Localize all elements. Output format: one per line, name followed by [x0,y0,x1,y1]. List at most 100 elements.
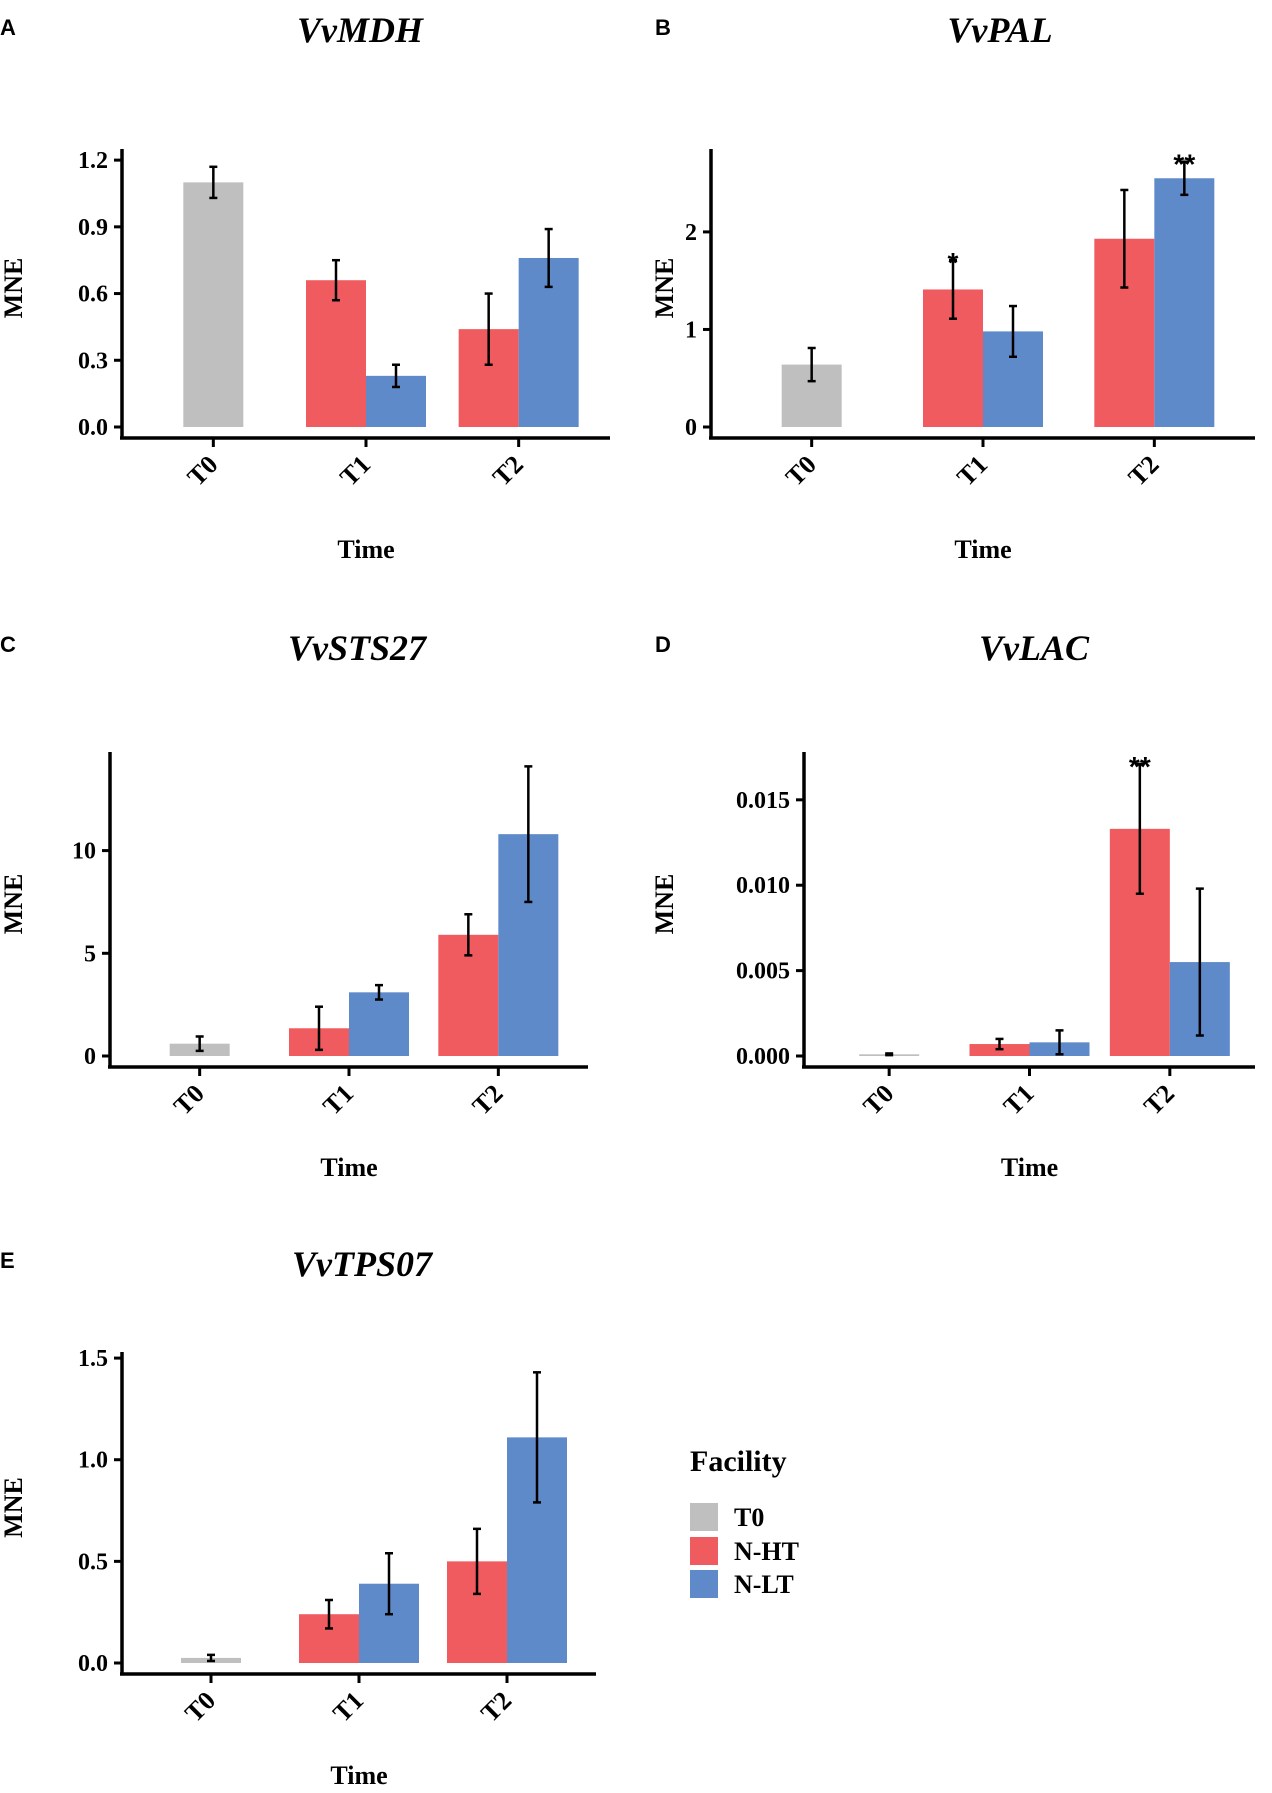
y-tick-label-d-1: 0.005 [736,959,790,985]
panel-e: E VvTPS07 0.0 0.5 1.0 1.5 T0 T1 T2 Time MNE [0,1244,596,1790]
y-tick-label-a-0: 0.0 [78,415,108,441]
x-tick-label-d-t0: T0 [857,1079,899,1121]
x-tick-label-c-t0: T0 [168,1079,210,1121]
error-bar-a-t2-n-lt [544,227,553,289]
panel-letter-d: D [655,632,671,657]
x-tick-label-a-t1: T1 [334,450,376,492]
significance-d-t2-n-ht: ** [1129,751,1151,782]
y-tick-label-e-2: 1.0 [78,1448,108,1474]
error-bar-b-t0-t0 [807,346,816,383]
bar-a-t0-t0 [183,182,244,427]
panel-letter-a: A [0,15,16,40]
x-tick-label-b-t0: T0 [780,450,822,492]
legend-label-t0: T0 [734,1503,764,1532]
legend-title: Facility [690,1445,787,1478]
error-bar-e-t1-n-ht [325,1598,333,1630]
x-tick-label-b-t2: T2 [1123,450,1165,492]
y-tick-label-b-0: 0 [685,415,697,441]
error-bar-d-t0-t0 [885,1052,894,1057]
error-bar-e-t1-n-lt [385,1551,393,1616]
chart-title-d: VvLAC [979,628,1090,668]
panel-letter-b: B [655,15,671,40]
y-tick-label-c-0: 0 [84,1044,96,1070]
error-bar-b-t1-n-lt [1009,304,1017,359]
y-axis-title-c: MNE [0,874,28,935]
x-tick-label-d-t1: T1 [998,1079,1040,1121]
legend: Facility T0 N-HT N-LT [690,1445,799,1599]
y-tick-label-a-1: 0.3 [78,348,108,374]
panel-d: D VvLAC ** 0.000 0.005 0.010 0.015 T0 T1 T2 Time MN… [650,628,1255,1182]
error-bar-a-t1-n-ht [332,258,340,302]
chart-title-a: VvMDH [297,10,424,50]
y-tick-label-a-3: 0.9 [78,215,108,241]
error-bar-d-t1-n-lt [1055,1029,1064,1056]
error-bar-b-t2-n-lt [1180,160,1189,197]
bar-c-t1-n-lt [349,992,409,1056]
y-axis-title-d: MNE [650,874,679,935]
error-bar-e-t0-t0 [207,1653,215,1663]
chart-title-c: VvSTS27 [288,628,428,668]
legend-swatch-n-ht [690,1537,718,1565]
error-bar-e-t2-n-lt [533,1371,541,1504]
x-axis-title-a: Time [337,535,394,564]
error-bar-b-t2-n-ht [1120,188,1129,289]
x-axis-title-b: Time [954,535,1011,564]
significance-b-t2-n-lt: ** [1173,149,1195,180]
error-bar-c-t2-n-lt [524,765,533,904]
x-axis-title-d: Time [1001,1153,1058,1182]
y-tick-label-c-2: 10 [72,839,96,865]
x-tick-label-c-t2: T2 [467,1079,509,1121]
y-tick-label-b-1: 1 [685,317,697,343]
error-bar-d-t2-n-lt [1195,887,1204,1037]
chart-title-b: VvPAL [947,10,1052,50]
panel-letter-c: C [0,632,16,657]
error-bar-d-t1-n-ht [995,1037,1004,1051]
significance-b-t1-n-ht: * [948,247,959,278]
y-tick-label-d-2: 0.010 [736,873,790,899]
y-tick-label-a-4: 1.2 [78,148,108,174]
x-tick-label-b-t1: T1 [951,450,993,492]
legend-swatch-n-lt [690,1570,718,1598]
legend-label-n-lt: N-LT [734,1570,794,1599]
x-tick-label-e-t0: T0 [179,1686,221,1728]
x-tick-label-d-t2: T2 [1138,1079,1180,1121]
error-bar-a-t0-t0 [209,165,218,200]
error-bar-c-t1-n-ht [315,1005,323,1052]
y-axis-title-b: MNE [650,258,679,319]
legend-swatch-t0 [690,1503,718,1531]
bar-a-t1-n-ht [306,280,366,427]
error-bar-b-t1-n-ht [949,258,957,320]
error-bar-c-t2-n-ht [464,913,473,957]
panel-letter-e: E [0,1248,15,1273]
panel-c: C VvSTS27 0 5 10 T0 T1 T2 Time MNE [0,628,588,1182]
y-tick-label-c-1: 5 [84,941,96,967]
x-tick-label-e-t2: T2 [475,1686,517,1728]
y-tick-label-b-2: 2 [685,220,697,246]
error-bar-c-t1-n-lt [375,983,383,1001]
x-axis-title-e: Time [330,1761,387,1790]
y-tick-label-a-2: 0.6 [78,282,108,308]
error-bar-c-t0-t0 [195,1035,204,1053]
y-tick-label-d-0: 0.000 [736,1044,790,1070]
y-axis-title-a: MNE [0,258,28,319]
y-tick-label-e-3: 1.5 [78,1346,108,1372]
x-tick-label-a-t2: T2 [487,450,529,492]
y-axis-title-e: MNE [0,1477,28,1538]
error-bar-a-t1-n-lt [392,363,400,389]
x-axis-title-c: Time [320,1153,377,1182]
chart-title-e: VvTPS07 [292,1244,434,1284]
y-tick-label-e-1: 0.5 [78,1549,108,1575]
x-tick-label-c-t1: T1 [317,1079,359,1121]
panel-a: A VvMDH 0.0 0.3 0.6 0.9 1.2 T0 T1 T2 Time MNE [0,10,610,564]
x-tick-label-e-t1: T1 [327,1686,369,1728]
bar-b-t2-n-lt [1154,178,1215,427]
legend-label-n-ht: N-HT [734,1537,799,1566]
panels: A VvMDH 0.0 0.3 0.6 0.9 1.2 T0 T1 T2 Time MNE B VvPAL… [0,10,1255,1790]
error-bar-d-t2-n-ht [1135,762,1144,896]
x-tick-label-a-t0: T0 [182,450,224,492]
error-bar-a-t2-n-ht [484,292,493,366]
y-tick-label-e-0: 0.0 [78,1651,108,1677]
error-bar-e-t2-n-ht [473,1527,481,1596]
